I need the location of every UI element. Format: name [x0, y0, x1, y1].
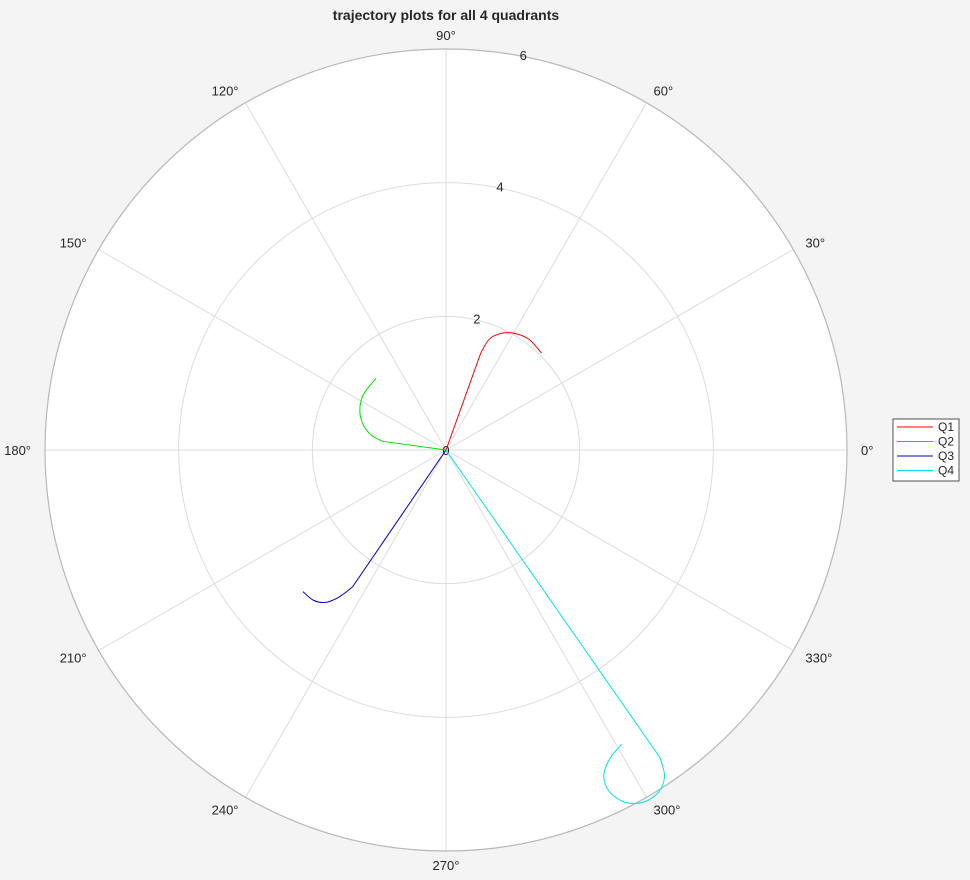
- r-gridline: [178, 182, 714, 718]
- theta-tick-label: 30°: [805, 236, 825, 251]
- polar-boundary: [44, 48, 848, 852]
- theta-tick-label: 210°: [60, 651, 87, 666]
- theta-gridline: [98, 449, 447, 651]
- series-line-q2: [359, 378, 447, 451]
- theta-tick-label: 120°: [212, 84, 239, 99]
- chart-title: trajectory plots for all 4 quadrants: [333, 7, 560, 23]
- r-gridline: [311, 315, 581, 585]
- theta-tick-label: 240°: [212, 802, 239, 817]
- theta-gridline: [98, 249, 447, 451]
- theta-gridline: [445, 449, 647, 798]
- theta-gridline: [445, 449, 794, 651]
- theta-tick-label: 180°: [4, 443, 31, 458]
- series-line-q4: [445, 449, 666, 804]
- theta-gridline: [245, 449, 447, 798]
- theta-tick-label: 330°: [805, 651, 832, 666]
- theta-tick-label: 0°: [861, 443, 873, 458]
- r-tick-label: 2: [473, 311, 480, 326]
- legend-entry-q4[interactable]: Q4: [938, 464, 954, 478]
- theta-gridline: [445, 249, 794, 451]
- legend-entry-q2[interactable]: Q2: [938, 435, 954, 449]
- legend-entry-q3[interactable]: Q3: [938, 449, 954, 463]
- theta-gridline: [245, 102, 447, 451]
- theta-tick-label: 270°: [433, 858, 460, 873]
- series-line-q1: [445, 332, 542, 451]
- r-tick-label: 4: [496, 180, 503, 195]
- series-line-q3: [302, 449, 447, 604]
- r-tick-label: 6: [520, 48, 527, 63]
- theta-tick-label: 150°: [60, 236, 87, 251]
- legend-entry-q1[interactable]: Q1: [938, 420, 954, 434]
- theta-tick-label: 60°: [654, 84, 674, 99]
- theta-tick-label: 300°: [654, 802, 681, 817]
- theta-gridline: [445, 102, 647, 451]
- theta-tick-label: 90°: [436, 28, 456, 43]
